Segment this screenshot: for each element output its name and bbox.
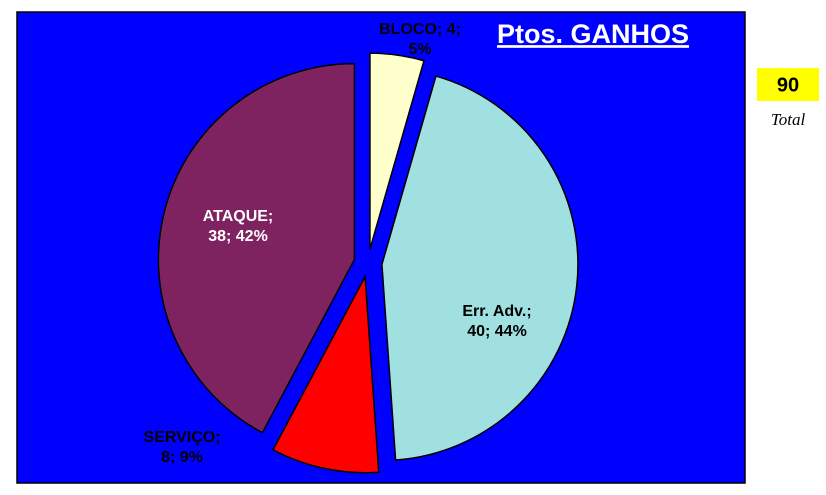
data-label: 40; 44% (467, 323, 527, 340)
data-label: 38; 42% (208, 228, 268, 245)
data-label: 5% (408, 41, 431, 58)
data-label: ATAQUE; (203, 208, 274, 225)
pie-slice (157, 62, 356, 434)
data-label: BLOCO; 4; (379, 21, 461, 38)
total-box (757, 68, 819, 101)
title-background (462, 14, 724, 54)
pie-slice (381, 75, 579, 461)
data-label: 8; 9% (161, 449, 203, 466)
pie-slice (369, 52, 425, 250)
data-label: SERVIÇO; (143, 429, 220, 446)
total-label: Total (771, 110, 806, 129)
pie-slice (272, 274, 380, 474)
chart-title: Ptos. GANHOS (497, 19, 689, 49)
total-value: 90 (777, 74, 799, 96)
data-label: Err. Adv.; (462, 303, 531, 320)
